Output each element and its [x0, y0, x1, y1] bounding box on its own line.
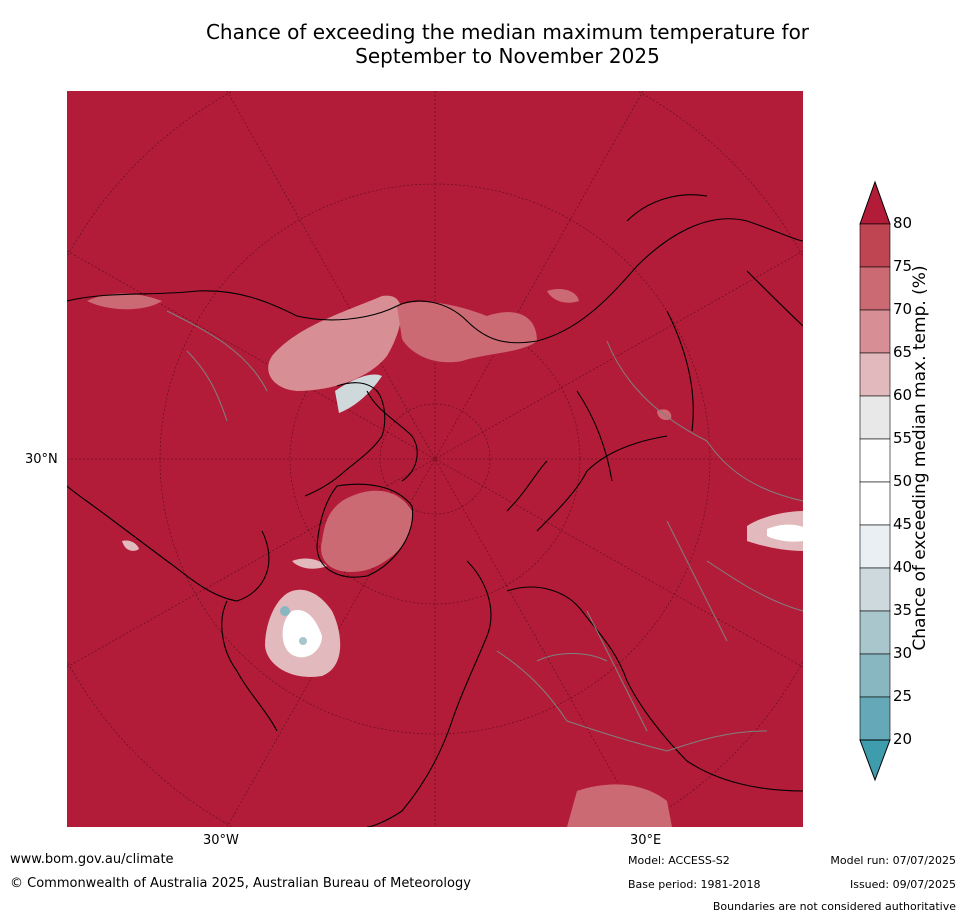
colorbar-band [859, 567, 891, 612]
colorbar-band [859, 309, 891, 354]
map-panel [67, 91, 803, 827]
colorbar-tick-label: 35 [893, 601, 913, 619]
lon-label-30e: 30°E [630, 833, 662, 848]
model-name: Model: ACCESS-S2 [628, 854, 730, 867]
model-run-date: Model run: 07/07/2025 [830, 854, 956, 867]
country-borders [166, 310, 803, 752]
probability-shading [87, 289, 803, 827]
boundary-disclaimer: Boundaries are not considered authoritat… [712, 900, 956, 913]
colorbar-title: Chance of exceeding median max. temp. (%… [910, 265, 930, 651]
title-line-1: Chance of exceeding the median maximum t… [205, 20, 810, 44]
colorbar-svg [859, 180, 891, 782]
colorbar-tick-label: 30 [893, 644, 913, 662]
graticule [67, 91, 803, 827]
colorbar-band [859, 653, 891, 698]
copyright-text: © Commonwealth of Australia 2025, Austra… [10, 876, 471, 891]
website-link[interactable]: www.bom.gov.au/climate [10, 852, 174, 867]
colorbar-tick-label: 50 [893, 472, 913, 490]
colorbar-tick-label: 25 [893, 687, 913, 705]
colorbar-arrow-bottom [859, 739, 891, 782]
colorbar-band [859, 696, 891, 741]
issued-date: Issued: 09/07/2025 [849, 878, 956, 891]
colorbar-tick-label: 75 [893, 257, 913, 275]
colorbar-band [859, 352, 891, 397]
title-line-2: September to November 2025 [355, 44, 660, 68]
colorbar-tick-label: 80 [893, 214, 913, 232]
chart-title: Chance of exceeding the median maximum t… [0, 20, 965, 68]
polar-map [67, 91, 803, 827]
lon-label-30w: 30°W [203, 833, 239, 848]
colorbar-tick-label: 40 [893, 558, 913, 576]
colorbar-tick-label: 20 [893, 730, 913, 748]
colorbar-band [859, 395, 891, 440]
coastlines [67, 194, 803, 827]
colorbar-tick-label: 45 [893, 515, 913, 533]
colorbar-tick-label: 60 [893, 386, 913, 404]
colorbar-band [859, 524, 891, 569]
colorbar-band [859, 438, 891, 483]
colorbar-band [859, 266, 891, 311]
colorbar-band [859, 610, 891, 655]
colorbar [850, 180, 965, 790]
colorbar-tick-label: 55 [893, 429, 913, 447]
colorbar-band [859, 223, 891, 268]
colorbar-arrow-top [859, 180, 891, 225]
base-period: Base period: 1981-2018 [628, 878, 761, 891]
colorbar-tick-label: 70 [893, 300, 913, 318]
colorbar-tick-label: 65 [893, 343, 913, 361]
lat-label-30n: 30°N [25, 452, 58, 467]
colorbar-band [859, 481, 891, 526]
